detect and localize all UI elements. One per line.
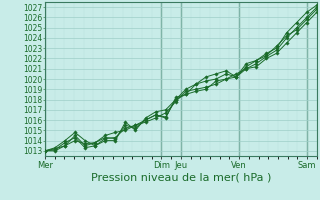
X-axis label: Pression niveau de la mer( hPa ): Pression niveau de la mer( hPa ) <box>91 173 271 183</box>
